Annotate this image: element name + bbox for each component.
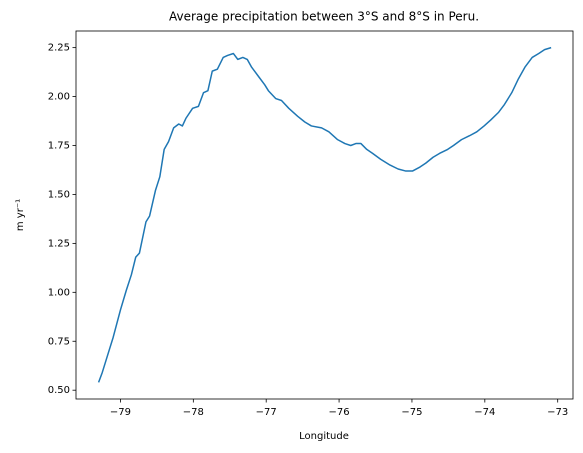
chart-title: Average precipitation between 3°S and 8°…	[169, 10, 479, 24]
data-line	[97, 46, 552, 383]
x-axis-label: Longitude	[299, 431, 349, 442]
x-tick-label: −75	[401, 407, 422, 418]
y-axis-label: m yr⁻¹	[15, 199, 26, 231]
x-tick-label: −78	[183, 407, 204, 418]
y-tick-label: 1.25	[48, 238, 70, 249]
x-tick-label: −74	[474, 407, 495, 418]
y-tick-label: 0.75	[48, 336, 70, 347]
x-tick-label: −79	[110, 407, 131, 418]
y-tick-label: 1.50	[48, 189, 70, 200]
x-tick-label: −73	[547, 407, 568, 418]
y-tick-label: 1.00	[48, 287, 70, 298]
y-tick-label: 2.25	[48, 43, 70, 54]
y-tick-label: 2.00	[48, 92, 70, 103]
x-tick-label: −76	[329, 407, 350, 418]
y-tick-label: 1.75	[48, 141, 70, 152]
x-tick-label: −77	[256, 407, 277, 418]
y-tick-label: 0.50	[48, 385, 70, 396]
axes-frame	[75, 30, 574, 400]
